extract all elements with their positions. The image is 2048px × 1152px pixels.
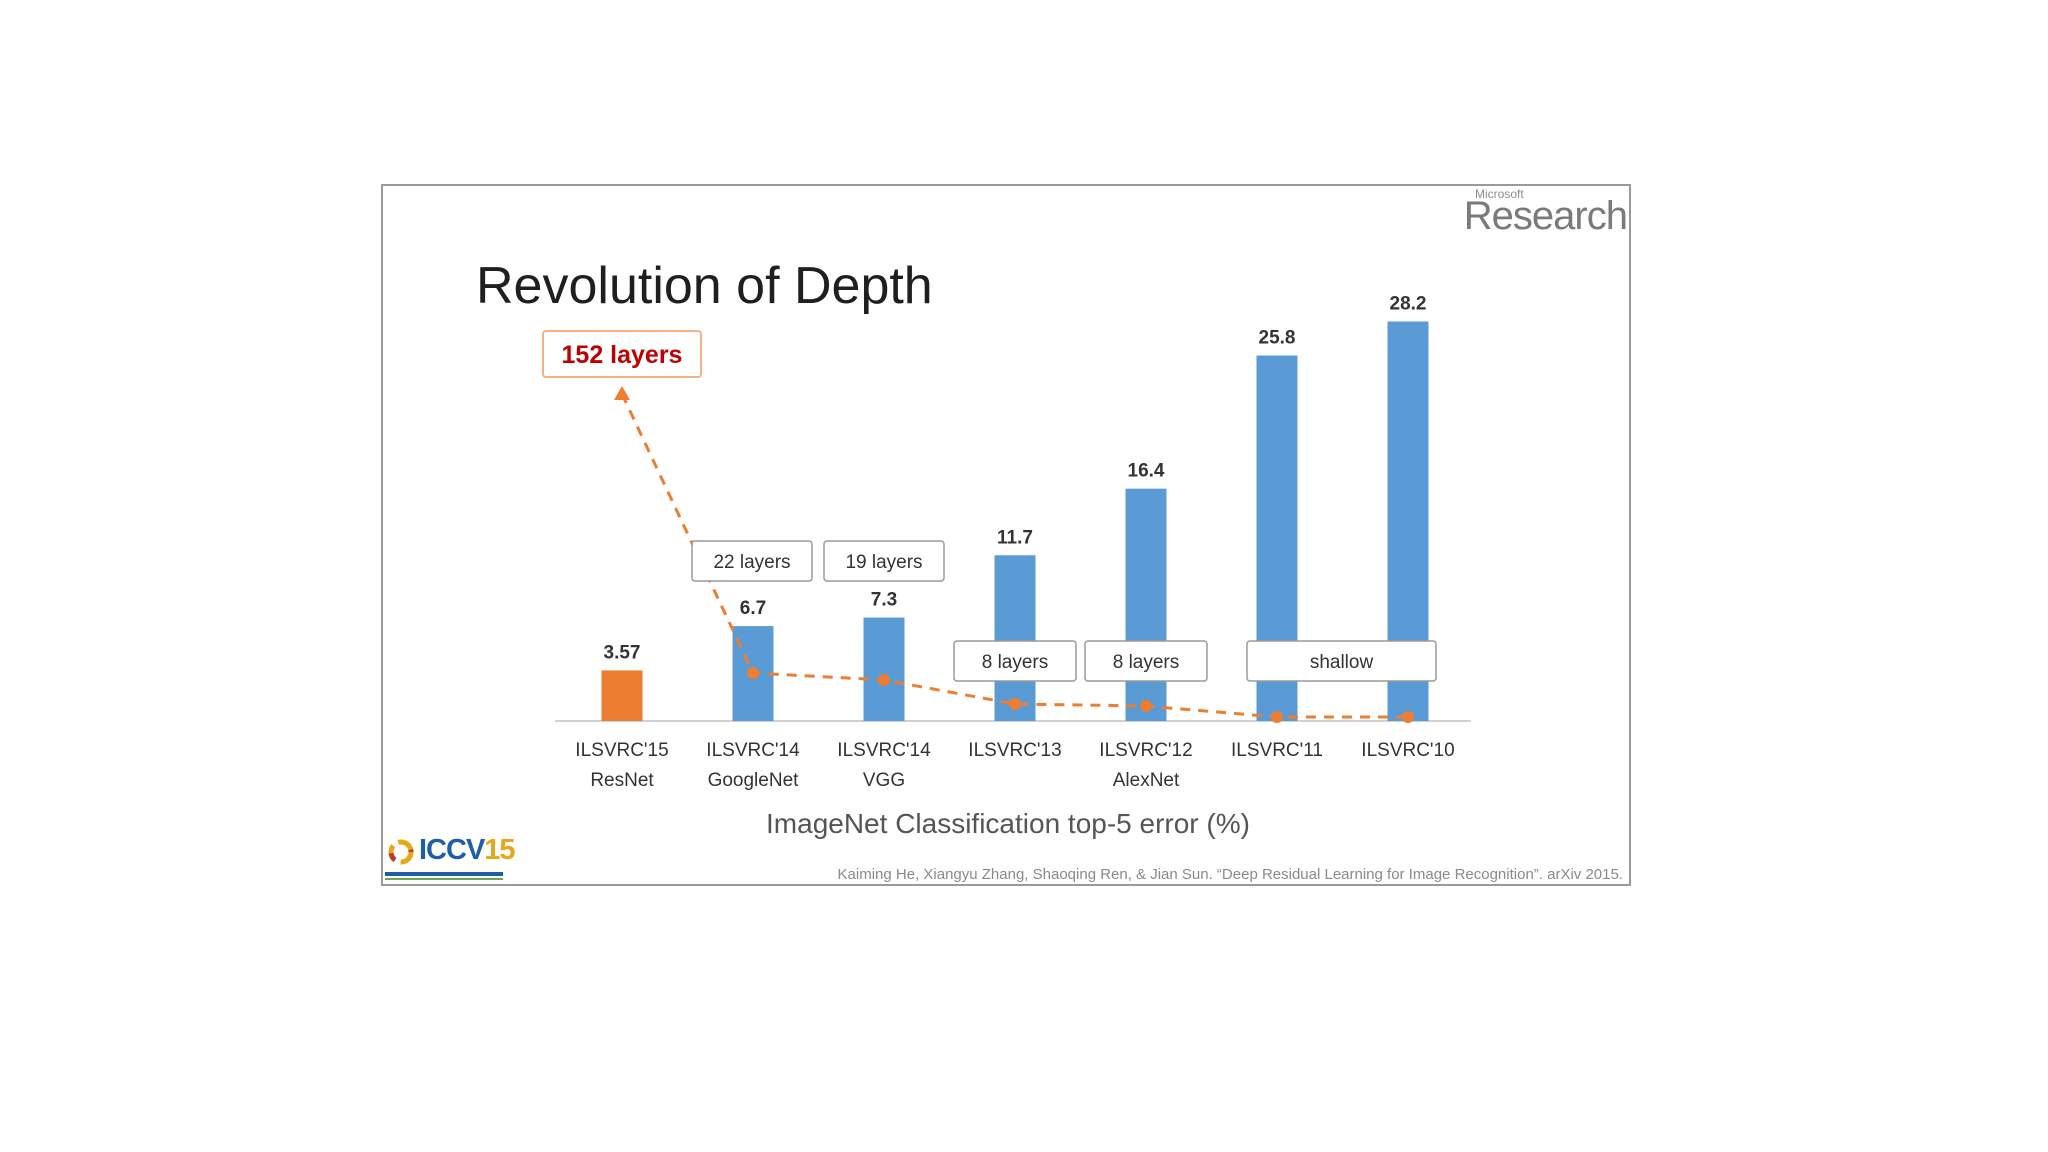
- logo-underline-accent: [385, 878, 503, 880]
- tick-label-2: ILSVRC'14: [837, 740, 931, 761]
- tick-label-1: ILSVRC'14: [706, 740, 800, 761]
- trend-marker-3: [1009, 698, 1021, 710]
- trend-marker-6: [1402, 711, 1414, 723]
- depth-box-5: [1246, 640, 1437, 682]
- depth-box-0: [542, 330, 702, 378]
- depth-box-3: [953, 640, 1077, 682]
- x-axis-title: ImageNet Classification top-5 error (%): [766, 808, 1250, 839]
- depth-label-4: 8 layers: [1113, 652, 1180, 673]
- value-label-6: 28.2: [1390, 294, 1427, 315]
- tick-label-4: ILSVRC'12: [1099, 740, 1192, 761]
- depth-box-4: [1084, 640, 1208, 682]
- slide: Microsoft Research Revolution of Depth 3…: [381, 184, 1631, 886]
- trend-marker-2: [878, 674, 890, 686]
- tick-label-5: ILSVRC'11: [1231, 740, 1323, 761]
- iccv-ring-icon: [388, 839, 414, 865]
- citation: Kaiming He, Xiangyu Zhang, Shaoqing Ren,…: [837, 866, 1623, 883]
- value-label-3: 11.7: [997, 527, 1033, 548]
- trend-marker-1: [747, 667, 759, 679]
- trend-marker-5: [1271, 711, 1283, 723]
- tick-sublabel-1: GoogleNet: [708, 770, 800, 791]
- tick-label-6: ILSVRC'10: [1361, 740, 1454, 761]
- depth-label-3: 8 layers: [982, 652, 1049, 673]
- value-label-0: 3.57: [604, 642, 641, 663]
- tick-sublabel-0: ResNet: [590, 770, 654, 791]
- bar-3: [994, 555, 1036, 721]
- trend-arrowhead: [614, 386, 630, 400]
- logo-underline: [385, 872, 503, 876]
- iccv-logo-year: 15: [484, 834, 515, 866]
- depth-label-0: 152 layers: [562, 341, 683, 369]
- tick-sublabel-2: VGG: [863, 770, 905, 791]
- brand-logo-text: Research: [1463, 194, 1628, 238]
- depth-box-2: [823, 540, 945, 582]
- value-label-1: 6.7: [740, 598, 766, 619]
- depth-label-1: 22 layers: [713, 552, 790, 573]
- depth-box-1: [691, 540, 813, 582]
- bar-2: [863, 617, 905, 721]
- iccv-logo: ICCV15: [383, 832, 516, 884]
- value-label-2: 7.3: [871, 590, 897, 611]
- tick-label-0: ILSVRC'15: [575, 740, 668, 761]
- tick-sublabel-4: AlexNet: [1113, 770, 1180, 791]
- trend-marker-4: [1140, 700, 1152, 712]
- value-label-4: 16.4: [1128, 461, 1165, 482]
- iccv-logo-main: ICCV: [419, 834, 485, 866]
- depth-label-5: shallow: [1310, 652, 1374, 673]
- bar-4: [1125, 488, 1167, 721]
- iccv-logo-text: ICCV15: [419, 834, 516, 867]
- depth-label-2: 19 layers: [845, 552, 922, 573]
- bar-0: [601, 670, 643, 721]
- value-label-5: 25.8: [1259, 328, 1296, 349]
- page-title: Revolution of Depth: [476, 257, 933, 315]
- brand-company: Microsoft: [1475, 187, 1524, 201]
- bar-chart: 3.57 ILSVRC'15 ResNet 6.7 ILSVRC'14 GoogleNet…: [542, 294, 1471, 791]
- tick-label-3: ILSVRC'13: [968, 740, 1061, 761]
